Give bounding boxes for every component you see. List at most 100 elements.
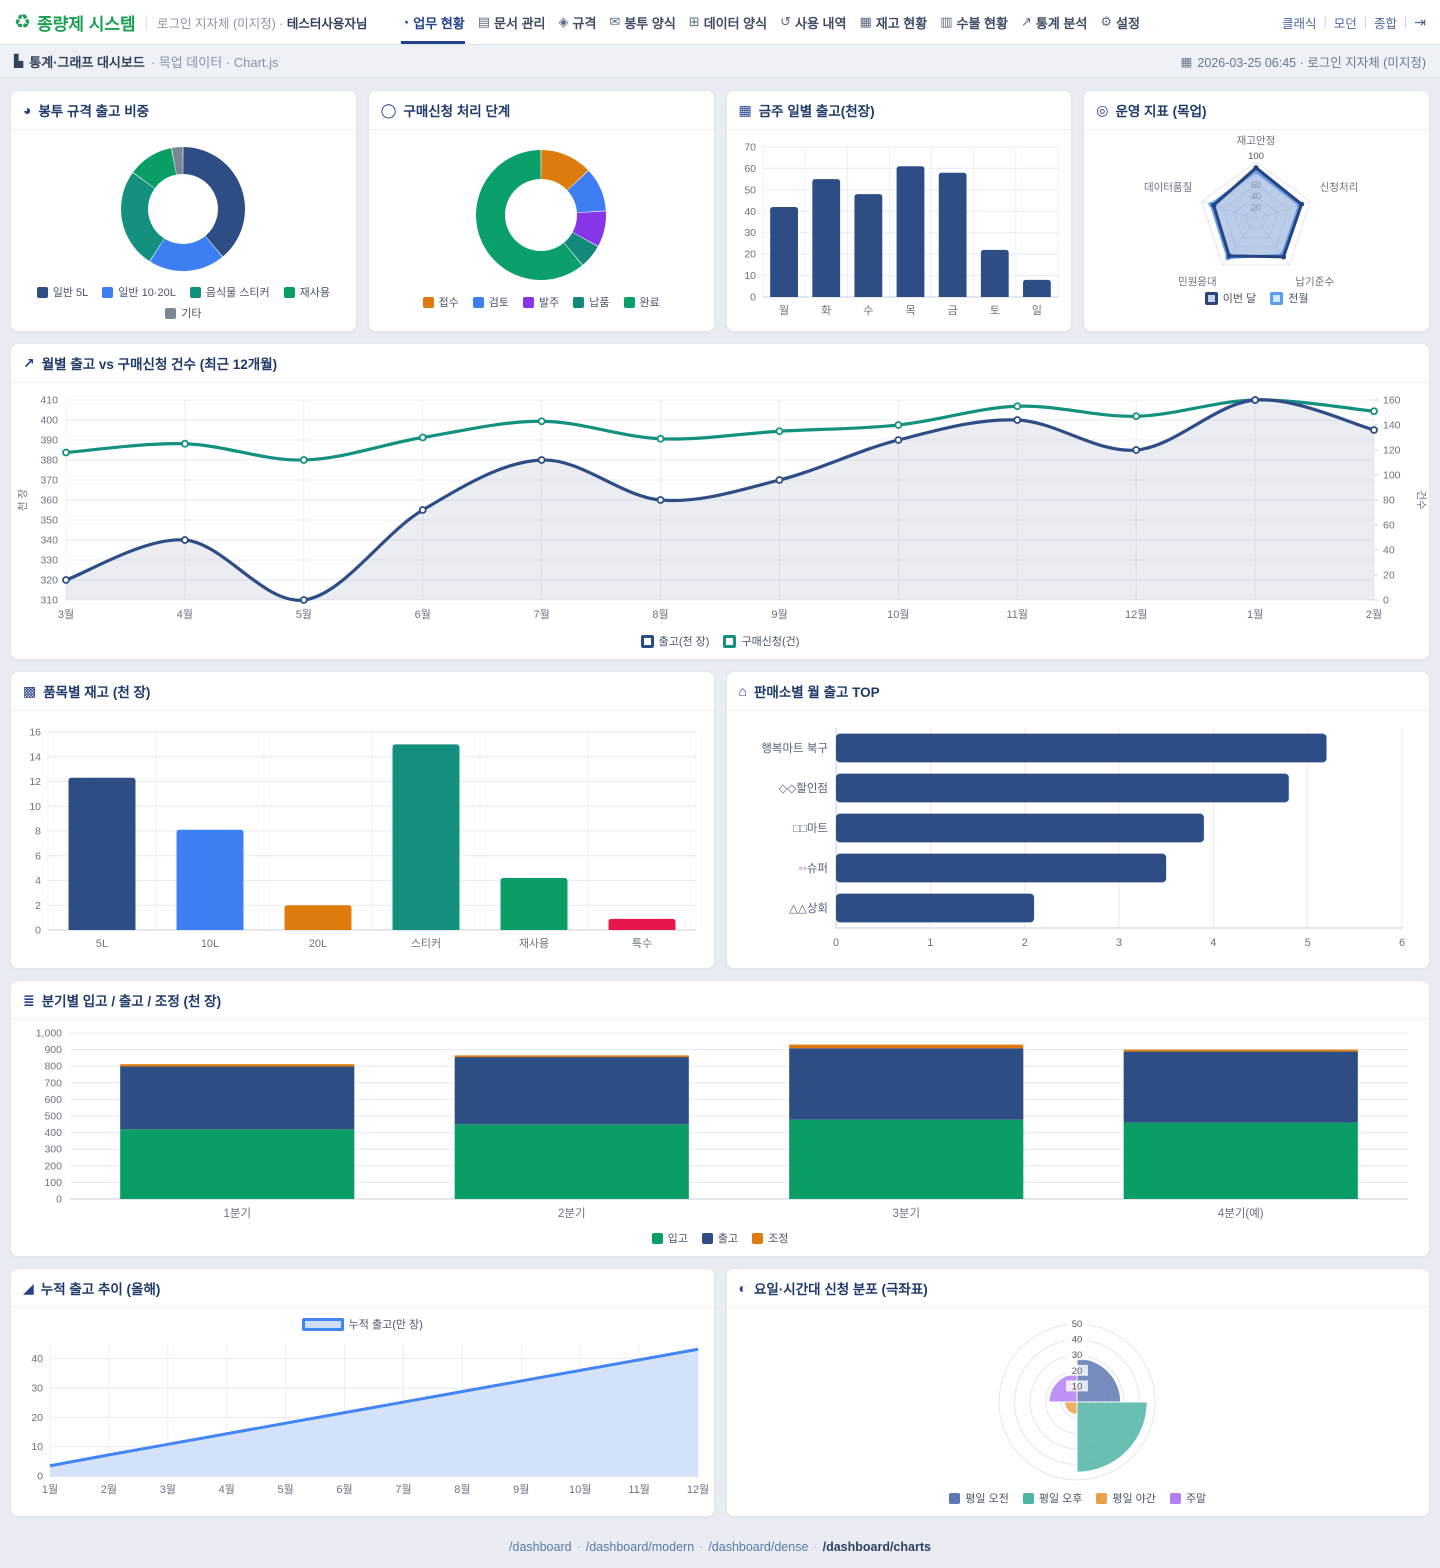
svg-text:10월: 10월	[887, 608, 909, 621]
main-nav: ◔ 업무 현황 ▤ 문서 관리 ◈ 규격 ✉ 봉투 양식 ⊞ 데이터 양식 ↺ 사용 내역 …	[401, 0, 1140, 44]
divider: |	[1404, 15, 1408, 29]
legend-item[interactable]: 일반 10·20L	[102, 284, 176, 300]
card-monthly-trend: ↗ 월별 출고 vs 구매신청 건수 (최근 12개월) 310 320 330 340…	[10, 343, 1430, 660]
legend-item[interactable]: 재사용	[283, 284, 330, 300]
svg-text:6월: 6월	[415, 608, 431, 621]
card-purchase-stages: ◯ 구매신청 처리 단계 접수 검토 발주 납품 완료	[367, 90, 715, 332]
nav-item-work-status[interactable]: ◔ 업무 현황	[401, 0, 465, 44]
view-switcher: 클래식 | 모던 | 종합 | ⇥	[1282, 13, 1426, 32]
svg-text:8: 8	[35, 826, 41, 838]
legend-label: 일반 10·20L	[118, 287, 176, 299]
legend-item[interactable]: 전월	[1270, 290, 1308, 306]
svg-text:50: 50	[1071, 1319, 1082, 1330]
user-name: 테스터사용자님	[286, 16, 368, 31]
footer-link-dense[interactable]: /dashboard/dense	[708, 1540, 809, 1554]
legend-label: 이번 달	[1222, 293, 1257, 305]
svg-text:2분기: 2분기	[558, 1207, 586, 1220]
view-link-classic[interactable]: 클래식	[1281, 16, 1317, 31]
svg-text:14: 14	[30, 751, 42, 763]
legend-swatch	[949, 1492, 961, 1504]
svg-text:2: 2	[1021, 937, 1027, 949]
svg-text:4: 4	[1210, 937, 1216, 949]
svg-text:11월: 11월	[1006, 608, 1028, 621]
card-title: 품목별 재고 (천 장)	[43, 685, 151, 700]
svg-text:0: 0	[35, 925, 41, 937]
svg-text:140: 140	[1383, 420, 1401, 432]
app-logo[interactable]: ♻ 종량제 시스템	[14, 10, 136, 35]
legend-item[interactable]: 출고	[701, 1230, 738, 1246]
svg-text:10: 10	[1071, 1381, 1082, 1392]
legend-item[interactable]: 누적 출고(만 장)	[301, 1316, 423, 1332]
legend-label: 검토	[488, 297, 509, 309]
legend-item[interactable]: 일반 5L	[36, 284, 88, 300]
svg-text:50: 50	[744, 184, 756, 196]
legend-swatch	[1096, 1492, 1108, 1504]
nav-item-documents[interactable]: ▤ 문서 관리	[477, 14, 546, 31]
nav-item-inventory[interactable]: ▦ 재고 현황	[859, 14, 928, 31]
compass-icon: ◐	[738, 1280, 747, 1296]
svg-text:5L: 5L	[96, 938, 108, 950]
nav-item-ledger[interactable]: ▥ 수불 현황	[940, 14, 1008, 31]
datetime-login-text: 2026-03-25 06:45 · 로그인 지자체 (미지정)	[1197, 55, 1426, 70]
login-status: 로그인 지자체 (미지정) · 테스터사용자님	[157, 16, 368, 31]
nav-item-envelope-forms[interactable]: ✉ 봉투 양식	[609, 14, 676, 31]
legend-item[interactable]: 검토	[472, 294, 509, 310]
legend-label: 납품	[589, 297, 610, 309]
view-link-modern[interactable]: 모던	[1333, 16, 1357, 31]
legend-item[interactable]: 평일 오후	[1022, 1490, 1082, 1506]
divider: ·	[813, 1540, 818, 1554]
legend-item[interactable]: 기타	[165, 305, 202, 321]
card-polar-distribution: ◐ 요일·시간대 신청 분포 (극좌표) 10 20 30 40 50 평일 오전 평일 오…	[725, 1268, 1430, 1517]
svg-text:5월: 5월	[296, 608, 312, 621]
nav-item-specs[interactable]: ◈ 규격	[558, 14, 597, 31]
footer-link-charts[interactable]: /dashboard/charts	[822, 1540, 931, 1554]
legend-item[interactable]: 입고	[651, 1230, 688, 1246]
legend-polar-distribution: 평일 오전 평일 오후 평일 야간 주말	[727, 1487, 1430, 1510]
svg-text:400: 400	[40, 415, 58, 427]
legend-cumulative-shipments: 누적 출고(만 장)	[11, 1313, 714, 1336]
card-top-stores: ⌂ 판매소별 월 출고 TOP 0 1 2 3 4 5 6 행복마트 북구 ◇◇할인점 □□마트 ◦◦…	[725, 671, 1430, 969]
svg-text:330: 330	[40, 555, 58, 567]
legend-item[interactable]: 납품	[573, 294, 610, 310]
svg-text:700: 700	[44, 1077, 62, 1089]
legend-item[interactable]: 주말	[1169, 1490, 1206, 1506]
nav-item-data-forms[interactable]: ⊞ 데이터 양식	[688, 14, 768, 31]
card-envelope-share: ◕ 봉투 규격 출고 비중 일반 5L 일반 10·20L 음식물 스티커 재사용 기타	[10, 90, 357, 332]
divider: ·	[576, 1540, 581, 1554]
legend-item[interactable]: 출고(천 장)	[640, 633, 709, 649]
svg-text:3: 3	[1116, 937, 1122, 949]
legend-item[interactable]: 평일 오전	[949, 1490, 1009, 1506]
legend-label: 접수	[438, 297, 459, 309]
legend-label: 구매신청(건)	[741, 636, 800, 648]
legend-item[interactable]: 조정	[752, 1230, 788, 1246]
footer-link-modern[interactable]: /dashboard/modern	[585, 1540, 695, 1554]
footer-link-dashboard[interactable]: /dashboard	[509, 1540, 572, 1554]
nav-item-settings[interactable]: ⚙ 설정	[1100, 14, 1140, 31]
calendar-icon: ▦	[1180, 54, 1193, 69]
svg-text:10월: 10월	[569, 1483, 591, 1496]
legend-swatch	[1270, 291, 1284, 305]
legend-item[interactable]: 이번 달	[1204, 290, 1257, 306]
svg-text:토: 토	[989, 305, 999, 317]
legend-item[interactable]: 발주	[523, 294, 559, 310]
svg-text:5월: 5월	[278, 1483, 294, 1496]
legend-item[interactable]: 음식물 스티커	[189, 284, 270, 300]
nav-item-usage-history[interactable]: ↺ 사용 내역	[780, 14, 847, 31]
svg-text:민원응대: 민원응대	[1178, 276, 1217, 287]
card-title: 요일·시간대 신청 분포 (극좌표)	[753, 1282, 928, 1297]
legend-swatch	[422, 296, 434, 308]
logout-icon[interactable]: ⇥	[1414, 13, 1426, 30]
legend-monthly-trend: 출고(천 장) 구매신청(건)	[11, 630, 1429, 653]
legend-item[interactable]: 완료	[623, 294, 660, 310]
legend-item[interactable]: 평일 야간	[1096, 1490, 1156, 1506]
layers-icon: ≣	[23, 991, 35, 1008]
legend-label: 입고	[667, 1233, 688, 1245]
svg-text:데이터품질: 데이터품질	[1144, 181, 1192, 193]
nav-item-statistics[interactable]: ↗ 통계 분석	[1020, 14, 1088, 31]
legend-swatch	[1022, 1492, 1034, 1504]
svg-text:100: 100	[1248, 151, 1264, 162]
legend-item[interactable]: 구매신청(건)	[723, 633, 799, 649]
svg-text:10: 10	[32, 1441, 44, 1453]
view-link-combined[interactable]: 종합	[1374, 16, 1398, 31]
legend-item[interactable]: 접수	[422, 294, 459, 310]
